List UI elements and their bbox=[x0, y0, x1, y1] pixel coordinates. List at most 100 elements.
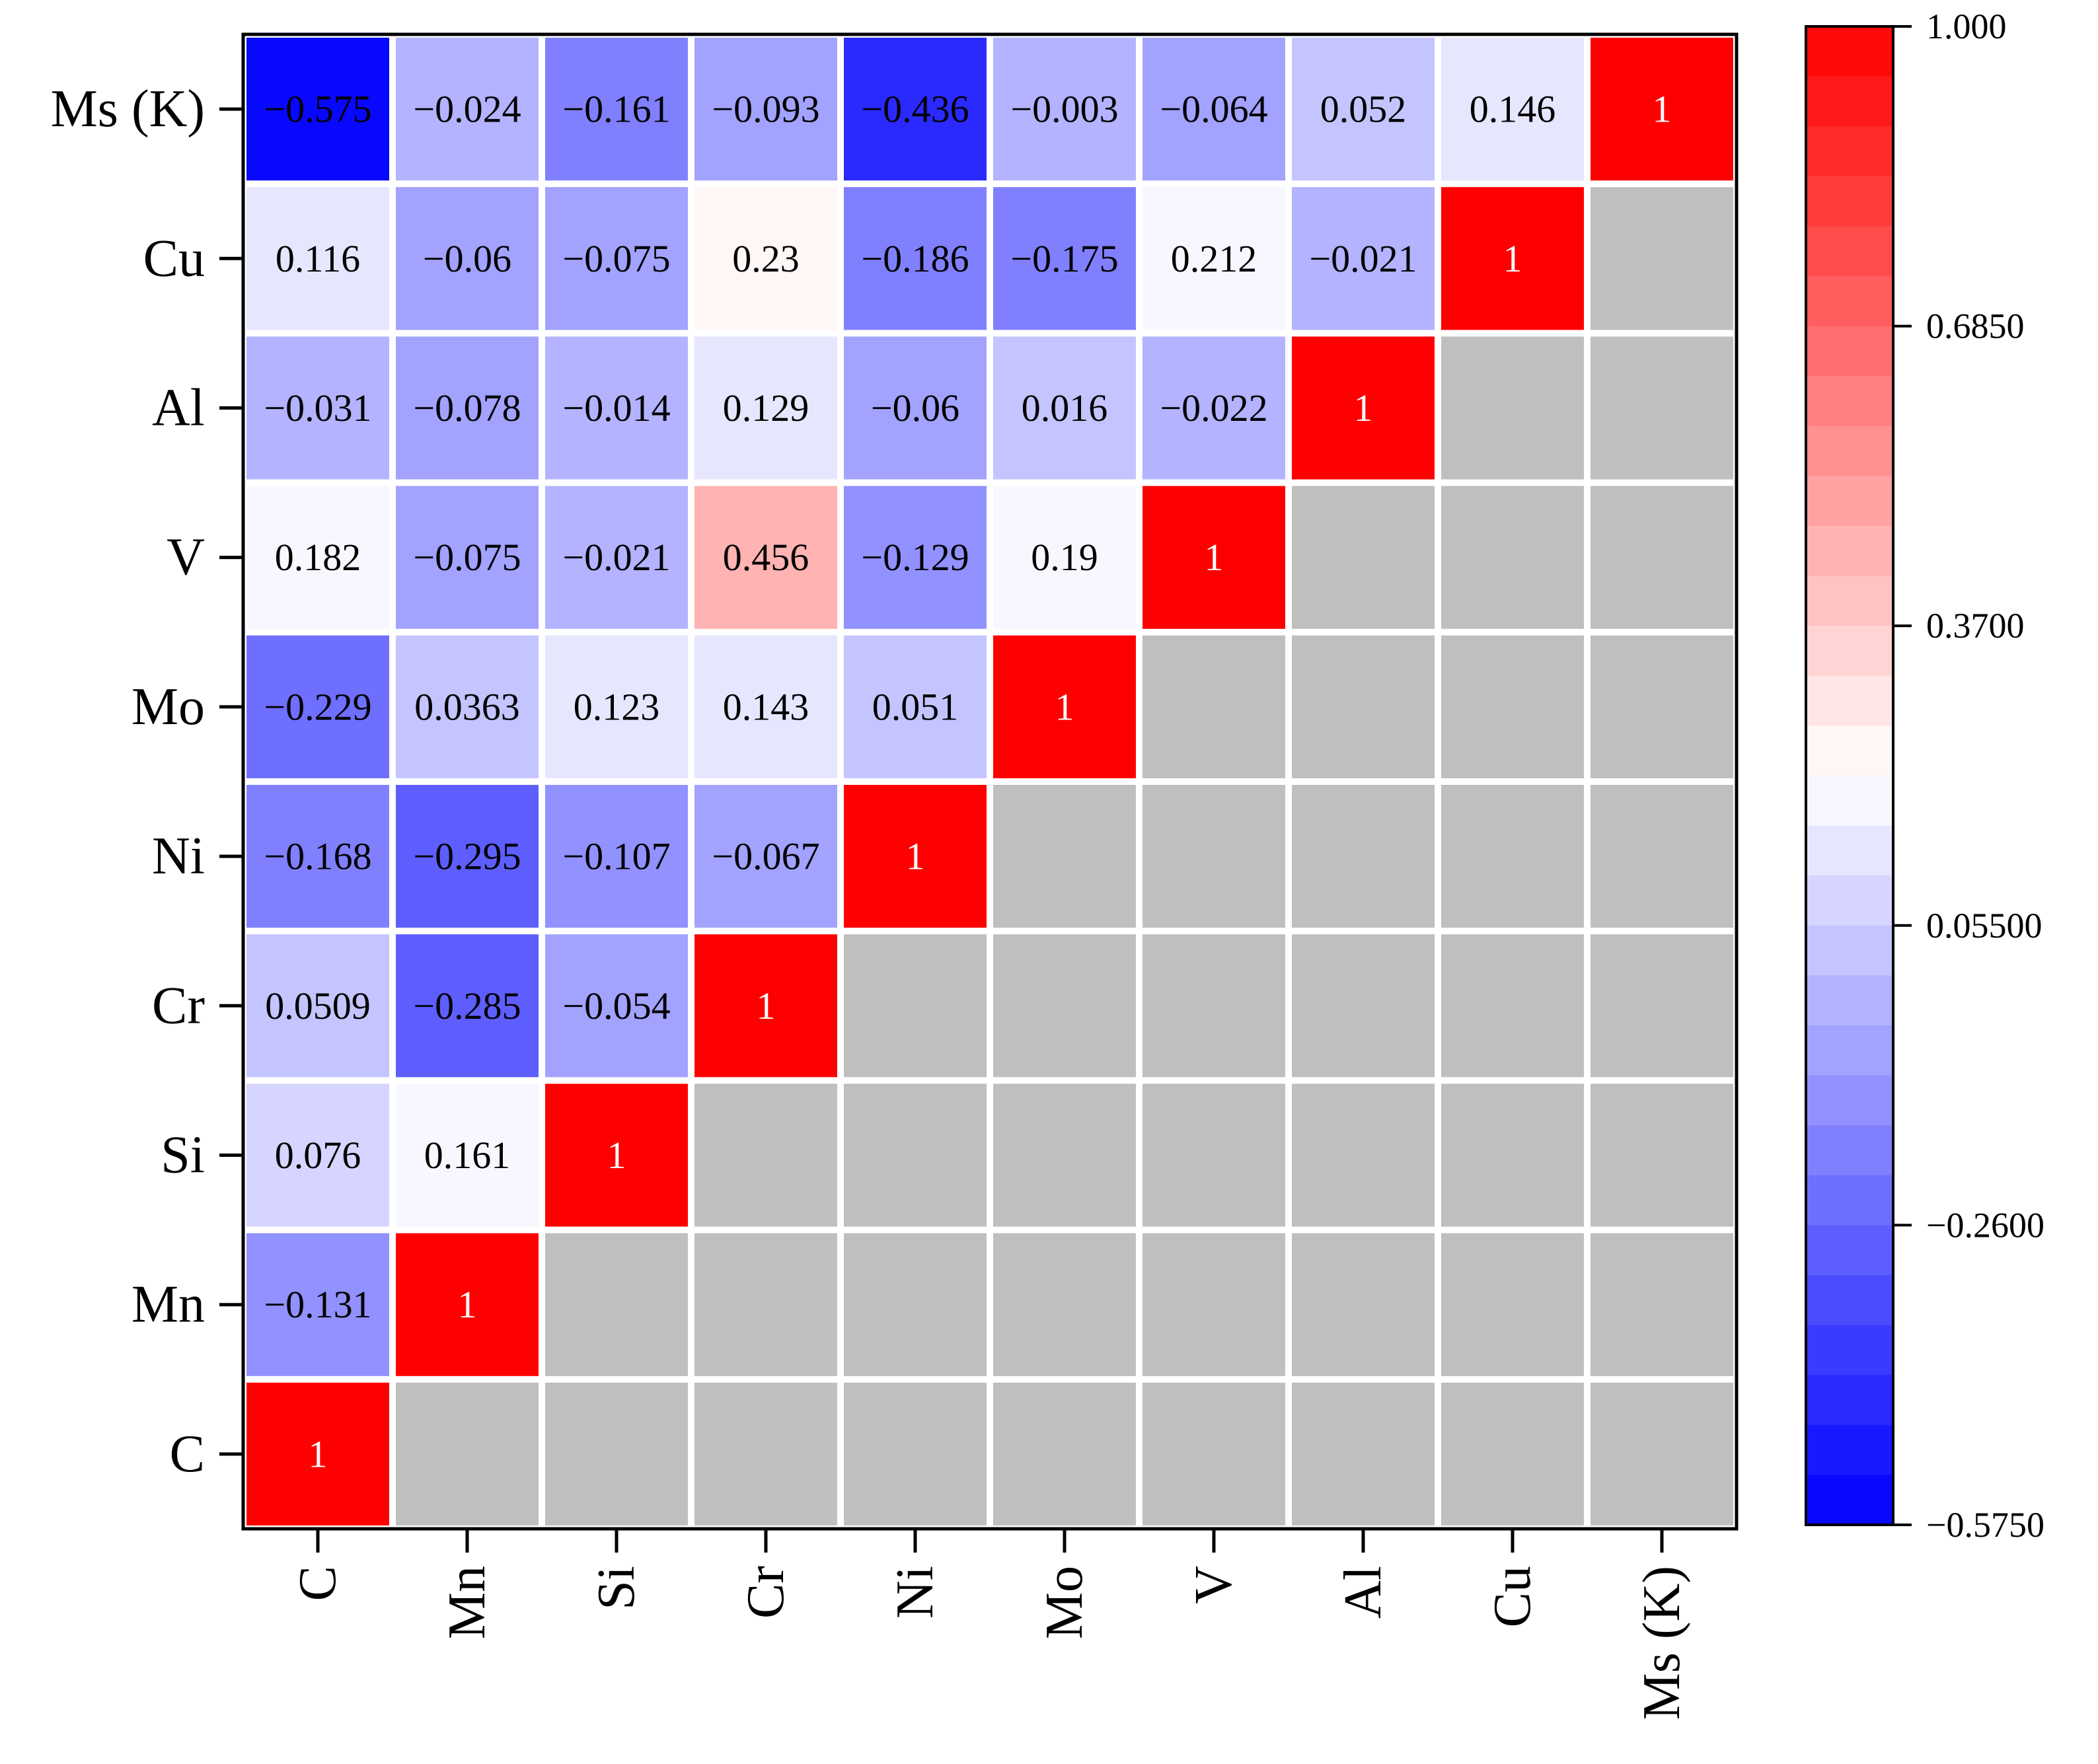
colorbar-tick-label: −0.2600 bbox=[1926, 1205, 2044, 1245]
colorbar-frame bbox=[1805, 25, 1894, 1526]
heatmap-cell bbox=[694, 486, 837, 629]
cell-value-label: −0.021 bbox=[1309, 237, 1417, 280]
x-tick-label: Cu bbox=[1483, 1566, 1542, 1627]
masked-cell bbox=[694, 1084, 837, 1227]
heatmap-cell bbox=[694, 336, 837, 480]
colorbar-tick-label: 1.000 bbox=[1926, 7, 2007, 46]
colorbar-level bbox=[1806, 1424, 1893, 1476]
heatmap-cell bbox=[246, 486, 389, 629]
heatmap-cell bbox=[246, 785, 389, 928]
x-tick-label: C bbox=[289, 1566, 347, 1601]
cell-value-label: 0.076 bbox=[275, 1134, 361, 1177]
colorbar-level bbox=[1806, 1025, 1893, 1076]
heatmap-cell bbox=[1143, 336, 1285, 480]
cell-value-label: 1 bbox=[607, 1134, 626, 1177]
masked-cell bbox=[1441, 336, 1584, 480]
colorbar-level bbox=[1806, 1375, 1893, 1426]
masked-cell bbox=[1441, 486, 1584, 629]
heatmap-cell bbox=[246, 635, 389, 778]
cell-value-label: −0.131 bbox=[264, 1283, 371, 1326]
cell-value-label: 1 bbox=[757, 984, 776, 1027]
masked-cell bbox=[1591, 1233, 1733, 1376]
heatmap-cell bbox=[396, 1084, 539, 1227]
masked-cell bbox=[1591, 486, 1733, 629]
colorbar-level bbox=[1806, 1275, 1893, 1326]
heatmap-cell bbox=[545, 336, 688, 480]
masked-cell bbox=[1591, 1084, 1733, 1227]
heatmap-cell bbox=[396, 785, 539, 928]
masked-cell bbox=[1143, 1084, 1285, 1227]
masked-cell bbox=[1292, 785, 1435, 928]
x-tick-label: Al bbox=[1334, 1566, 1392, 1619]
y-tick-label: C bbox=[170, 1425, 205, 1483]
masked-cell bbox=[1292, 1382, 1435, 1525]
heatmap-cell bbox=[246, 1233, 389, 1376]
colorbar-level bbox=[1806, 76, 1893, 127]
heatmap-cell bbox=[246, 1084, 389, 1227]
heatmap-cell bbox=[694, 635, 837, 778]
masked-cell bbox=[1441, 1382, 1584, 1525]
masked-cell bbox=[993, 1382, 1136, 1525]
masked-cell bbox=[1441, 635, 1584, 778]
cell-value-label: −0.129 bbox=[861, 536, 969, 579]
masked-cell bbox=[1143, 1382, 1285, 1525]
heatmap-cell bbox=[993, 187, 1136, 330]
heatmap-cell bbox=[396, 336, 539, 480]
cell-value-label: −0.186 bbox=[861, 237, 969, 280]
heatmap-cells: 1 −0.131 1 0.076 0.161 1 0.0509 −0.285 −0.054 1 −0… bbox=[243, 34, 1737, 1529]
colorbar-level bbox=[1806, 476, 1893, 527]
heatmap-cell bbox=[1143, 38, 1285, 181]
colorbar-level bbox=[1806, 176, 1893, 227]
heatmap-cell bbox=[993, 635, 1136, 778]
colorbar-level bbox=[1806, 1175, 1893, 1226]
x-tick-label: V bbox=[1185, 1566, 1243, 1604]
x-tick-label: Si bbox=[587, 1566, 646, 1610]
heatmap-cell bbox=[545, 934, 688, 1078]
heatmap-cell bbox=[1143, 486, 1285, 629]
cell-value-label: 0.0363 bbox=[414, 685, 520, 728]
colorbar: 1.000 0.6850 0.3700 0.05500 −0.2600 −0.5750 bbox=[1805, 7, 2044, 1545]
cell-value-label: −0.067 bbox=[712, 835, 819, 878]
y-axis: C Mn Si Cr Ni Mo V Al Cu Ms (K) bbox=[51, 80, 243, 1483]
cell-value-label: −0.575 bbox=[264, 88, 371, 131]
heatmap-cell bbox=[246, 336, 389, 480]
masked-cell bbox=[1441, 785, 1584, 928]
cell-value-label: 0.19 bbox=[1031, 536, 1098, 579]
heatmap-cell bbox=[844, 336, 987, 480]
masked-cell bbox=[993, 1233, 1136, 1376]
heatmap-cell bbox=[694, 934, 837, 1078]
colorbar-level bbox=[1806, 26, 1893, 77]
colorbar-level bbox=[1806, 1225, 1893, 1276]
cell-value-label: −0.229 bbox=[264, 685, 371, 728]
colorbar-tick-label: −0.5750 bbox=[1926, 1505, 2044, 1545]
colorbar-level bbox=[1806, 526, 1893, 577]
colorbar-level bbox=[1806, 126, 1893, 177]
heatmap-cell bbox=[396, 38, 539, 181]
heatmap-cell bbox=[1292, 187, 1435, 330]
cell-value-label: 0.051 bbox=[872, 685, 959, 728]
colorbar-level bbox=[1806, 725, 1893, 776]
cell-value-label: −0.024 bbox=[413, 88, 521, 131]
cell-value-label: 0.016 bbox=[1022, 386, 1108, 429]
cell-value-label: 0.212 bbox=[1171, 237, 1257, 280]
cell-value-label: 1 bbox=[1205, 536, 1224, 579]
masked-cell bbox=[1292, 486, 1435, 629]
masked-cell bbox=[396, 1382, 539, 1525]
cell-value-label: −0.161 bbox=[562, 88, 670, 131]
heatmap-cell bbox=[993, 336, 1136, 480]
cell-value-label: −0.093 bbox=[712, 88, 819, 131]
heatmap-cell bbox=[844, 187, 987, 330]
colorbar-level bbox=[1806, 626, 1893, 677]
colorbar-tick-label: 0.3700 bbox=[1926, 606, 2025, 645]
y-tick-label: Mo bbox=[131, 678, 205, 736]
masked-cell bbox=[1591, 635, 1733, 778]
heatmap-cell bbox=[993, 486, 1136, 629]
masked-cell bbox=[844, 1084, 987, 1227]
cell-value-label: −0.295 bbox=[413, 835, 521, 878]
masked-cell bbox=[545, 1233, 688, 1376]
heatmap-cell bbox=[396, 635, 539, 778]
heatmap-cell bbox=[246, 38, 389, 181]
x-tick-label: Cr bbox=[737, 1566, 795, 1619]
cell-value-label: −0.075 bbox=[413, 536, 521, 579]
